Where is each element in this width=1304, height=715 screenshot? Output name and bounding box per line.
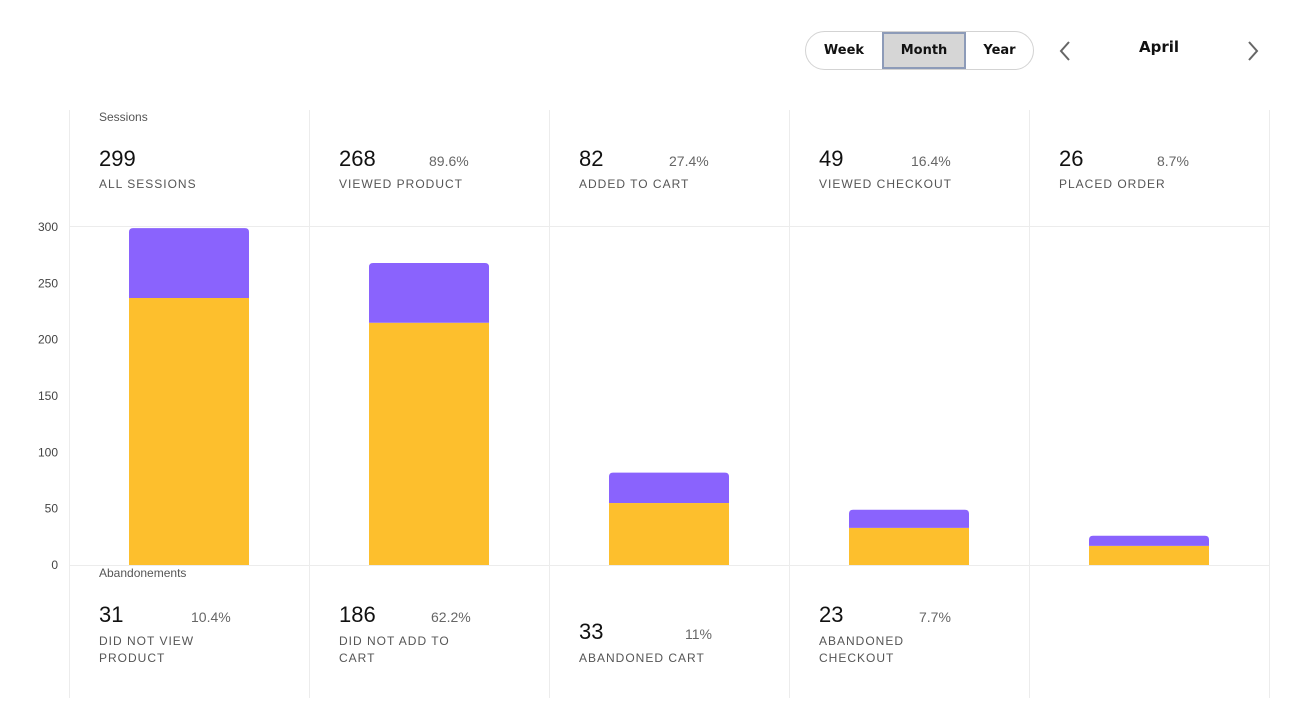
bar-segment[interactable] [849,509,969,528]
metric-value: 186 [339,602,376,627]
bar-segment[interactable] [1089,545,1209,565]
metric-value: 33 [579,619,604,644]
abandonments-section-label: Abandonements [99,566,187,580]
grid-divider [1269,110,1270,698]
y-tick-label: 200 [38,333,58,347]
chevron-right-icon [1248,41,1259,61]
metric-value: 268 [339,146,376,171]
grid-divider [69,110,70,698]
sessions-section-label: Sessions [99,110,148,124]
bar-segment[interactable] [849,527,969,565]
grid-divider [1029,110,1030,698]
metric-value: 26 [1059,146,1084,171]
metric-value: 299 [99,146,136,171]
metric-percent: 11% [685,626,712,642]
bar-segment[interactable] [1089,535,1209,546]
metric-value: 31 [99,602,124,627]
metric-value: 23 [819,602,844,627]
y-tick-label: 100 [38,445,58,459]
next-month-button[interactable] [1241,36,1265,66]
metric-label: VIEWED CHECKOUT [819,177,953,191]
metric-percent: 16.4% [911,153,951,169]
y-tick-label: 250 [38,276,58,290]
grid-divider [789,110,790,698]
month-button[interactable]: Month [882,32,966,69]
period-toggle: Week Month Year [805,31,1034,70]
metric-percent: 62.2% [431,609,471,625]
metric-percent: 8.7% [1157,153,1189,169]
bar-segment[interactable] [369,263,489,323]
grid-divider [69,565,1269,566]
year-button[interactable]: Year [983,43,1016,58]
current-month: April [1138,38,1180,56]
y-tick-label: 0 [51,558,58,572]
bar-segment[interactable] [129,228,249,298]
grid-divider [309,110,310,698]
metric-label: DID NOT ADD TO CART [339,634,450,665]
metric-value: 82 [579,146,604,171]
previous-month-button[interactable] [1053,36,1077,66]
metric-percent: 10.4% [191,609,231,625]
grid-divider [549,110,550,698]
metric-label: ADDED TO CART [579,177,690,191]
y-tick-label: 300 [38,220,58,234]
bar-segment[interactable] [369,322,489,565]
y-tick-label: 150 [38,389,58,403]
metric-label: DID NOT VIEW PRODUCT [99,634,195,665]
week-button[interactable]: Week [823,43,865,58]
bar-segment[interactable] [609,472,729,504]
metric-label: ABANDONED CART [579,651,705,665]
chevron-left-icon [1059,41,1070,61]
metric-percent: 7.7% [919,609,951,625]
metric-percent: 89.6% [429,153,469,169]
grid-divider [69,226,1269,227]
metric-label: ALL SESSIONS [99,177,197,191]
bar-segment[interactable] [609,503,729,565]
metric-percent: 27.4% [669,153,709,169]
metric-label: ABANDONED CHECKOUT [819,634,905,665]
y-tick-label: 50 [45,502,59,516]
metric-value: 49 [819,146,844,171]
metric-label: VIEWED PRODUCT [339,177,464,191]
metric-label: PLACED ORDER [1059,177,1166,191]
bar-segment[interactable] [129,297,249,565]
